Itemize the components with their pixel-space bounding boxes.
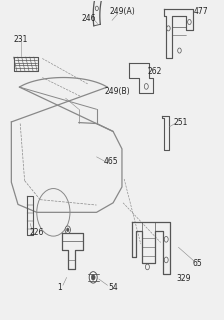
Text: 465: 465 (103, 157, 118, 166)
Text: 246: 246 (82, 14, 96, 23)
Text: 1: 1 (58, 283, 62, 292)
Text: 262: 262 (148, 67, 162, 76)
Circle shape (91, 275, 95, 280)
Text: 231: 231 (14, 35, 28, 44)
Text: 477: 477 (193, 7, 208, 16)
Text: 251: 251 (173, 118, 188, 127)
Text: 226: 226 (30, 228, 44, 237)
Circle shape (89, 272, 97, 283)
Text: 54: 54 (108, 283, 118, 292)
Text: 249(A): 249(A) (109, 7, 135, 16)
Text: 329: 329 (177, 274, 191, 283)
Circle shape (67, 228, 69, 232)
Circle shape (65, 226, 70, 234)
Text: 249(B): 249(B) (105, 87, 130, 96)
Text: 65: 65 (192, 259, 202, 268)
